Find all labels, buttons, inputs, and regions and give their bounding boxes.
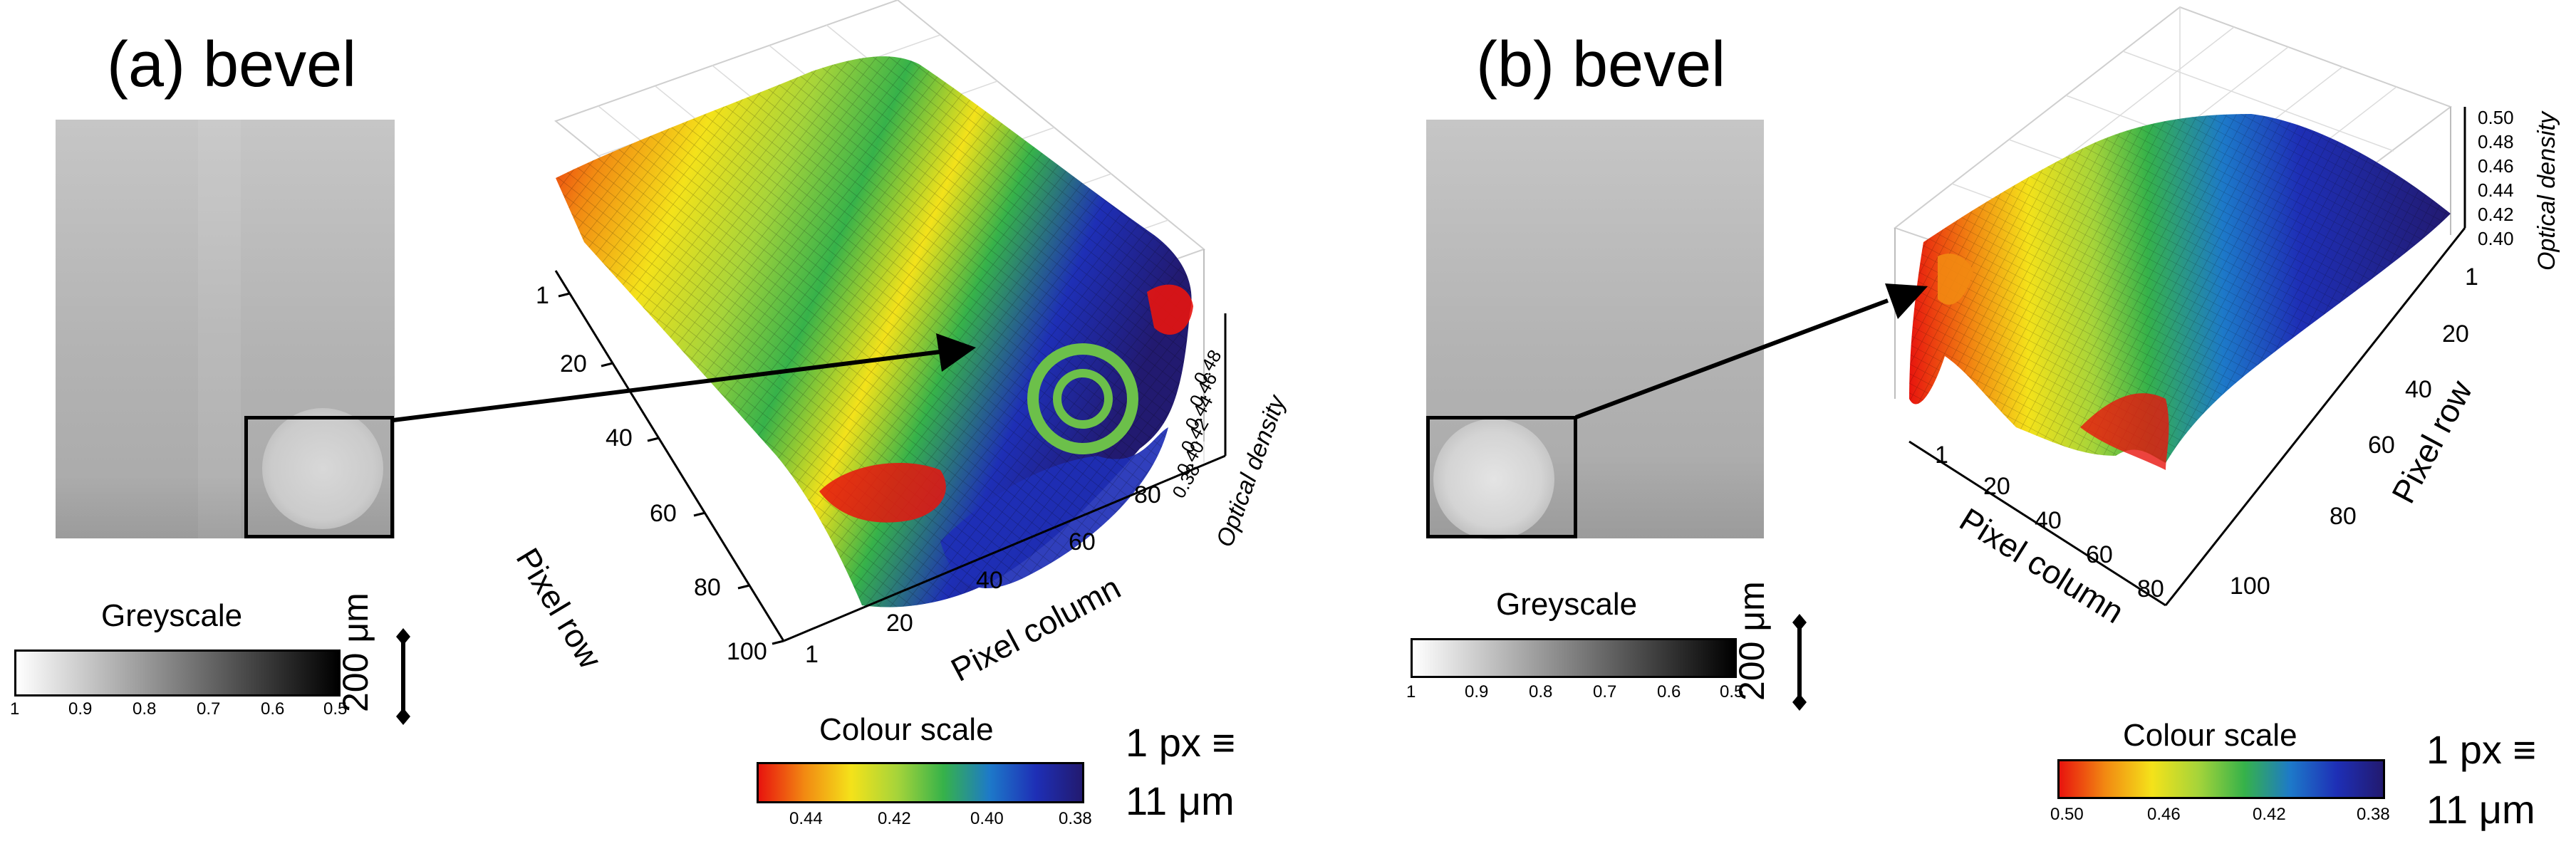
greyscale-tick: 0.7 [1593, 682, 1617, 701]
colour-tick: 0.42 [878, 809, 911, 828]
panel-b-colour-scale-ticks: 0.50 0.46 0.42 0.38 [2050, 800, 2390, 829]
panel-b-colour-scale-bar [2057, 759, 2385, 799]
panel-a-roi-box [244, 416, 394, 538]
colour-tick: 0.46 [2147, 805, 2181, 824]
panel-b-arrow [1574, 283, 1928, 419]
greyscale-tick: 1 [10, 699, 20, 719]
panel-a-pixel-size-line2: 11 μm [1126, 778, 1235, 823]
colour-tick: 0.38 [2357, 805, 2390, 824]
panel-a-col-tick: 60 [1069, 528, 1096, 555]
panel-b-row-tick: 60 [2368, 432, 2395, 459]
panel-a-micrograph [56, 120, 395, 538]
panel-a-col-tick: 20 [886, 610, 913, 637]
panel-b-greyscale-title: Greyscale [1496, 587, 1638, 622]
panel-b-od-label: Optical density [2533, 112, 2560, 271]
panel-b-row-tick: 40 [2405, 376, 2432, 403]
panel-a-row-tick: 100 [727, 638, 767, 665]
greyscale-tick: 1 [1406, 682, 1416, 701]
panel-b-colour-scale-title: Colour scale [2123, 718, 2297, 753]
panel-b-row-tick: 100 [2230, 573, 2270, 600]
panel-a-arrow [393, 333, 976, 422]
panel-a-row-tick: 60 [650, 500, 677, 527]
panel-a-greyscale-title: Greyscale [101, 598, 243, 633]
panel-a-scalebar [370, 627, 413, 726]
panel-a-col-tick: 80 [1134, 481, 1161, 508]
panel-b-row-tick: 80 [2330, 503, 2357, 530]
panel-a-row-tick: 40 [606, 424, 633, 452]
panel-a-greyscale-ticks: 1 0.9 0.8 0.7 0.6 0.5 [10, 697, 347, 719]
panel-b-scalebar [1767, 612, 1809, 712]
panel-b-title: (b) bevel [1476, 29, 1726, 100]
greyscale-tick: 0.8 [133, 699, 157, 719]
panel-a-colour-scale-title: Colour scale [819, 712, 994, 747]
panel-b-col-tick: 80 [2137, 575, 2164, 602]
colour-tick: 0.50 [2050, 805, 2084, 824]
panel-b-pixel-size-line1: 1 px ≡ [2426, 727, 2537, 772]
panel-b-micrograph [1426, 120, 1764, 540]
greyscale-tick: 0.9 [1465, 682, 1489, 701]
panel-b-od-tick: 0.48 [2478, 131, 2514, 152]
panel-b-scalebar-label: 200 μm [1732, 581, 1772, 701]
greyscale-tick: 0.6 [1657, 682, 1681, 701]
panel-a-scalebar-label: 200 μm [336, 593, 375, 712]
panel-b-greyscale-ticks: 1 0.9 0.8 0.7 0.6 0.5 [1406, 679, 1743, 701]
panel-a-colour-scale-ticks: 0.44 0.42 0.40 0.38 [757, 805, 1092, 833]
colour-tick: 0.42 [2253, 805, 2286, 824]
greyscale-tick: 0.5 [323, 699, 348, 719]
panel-a-pixel-size-line1: 1 px ≡ [1126, 720, 1236, 765]
greyscale-tick: 0.9 [68, 699, 93, 719]
panel-b-roi-box [1426, 416, 1577, 538]
panel-a-title: (a) bevel [107, 29, 357, 100]
panel-b-col-tick: 20 [1983, 473, 2010, 500]
panel-b-surface-plot [1893, 6, 2466, 607]
greyscale-tick: 0.8 [1529, 682, 1553, 701]
panel-b-col-tick: 60 [2086, 541, 2113, 568]
panel-a-colour-scale-bar [757, 762, 1084, 803]
colour-tick: 0.40 [970, 809, 1004, 828]
panel-b-pixel-size-line2: 11 μm [2426, 787, 2535, 832]
panel-a-row-tick: 1 [536, 282, 549, 309]
panel-a-col-tick: 40 [976, 567, 1003, 594]
panel-b-od-tick: 0.42 [2478, 204, 2514, 225]
colour-tick: 0.38 [1059, 809, 1092, 828]
panel-a-row-tick: 80 [694, 574, 721, 601]
panel-b-od-tick: 0.50 [2478, 107, 2514, 128]
greyscale-tick: 0.7 [197, 699, 221, 719]
panel-b-od-axis: 0.40 0.42 0.44 0.46 0.48 0.50 [2472, 85, 2557, 256]
panel-b-od-tick: 0.46 [2478, 155, 2514, 177]
panel-b-row-tick: 1 [2465, 264, 2478, 291]
panel-b-od-tick: 0.44 [2478, 179, 2514, 201]
panel-a-col-tick: 1 [805, 641, 819, 668]
greyscale-tick: 0.6 [261, 699, 285, 719]
panel-b-row-tick: 20 [2442, 320, 2469, 348]
panel-b-col-tick: 1 [1935, 442, 1948, 469]
panel-a-surface-plot [554, 0, 1227, 645]
panel-a-row-tick: 20 [560, 350, 587, 377]
panel-a-greyscale-bar [14, 650, 341, 697]
panel-b-col-tick: 40 [2035, 507, 2062, 534]
panel-b-greyscale-bar [1411, 638, 1737, 678]
panel-b-od-tick: 0.40 [2478, 228, 2514, 249]
colour-tick: 0.44 [789, 809, 823, 828]
greyscale-tick: 0.5 [1720, 682, 1744, 701]
